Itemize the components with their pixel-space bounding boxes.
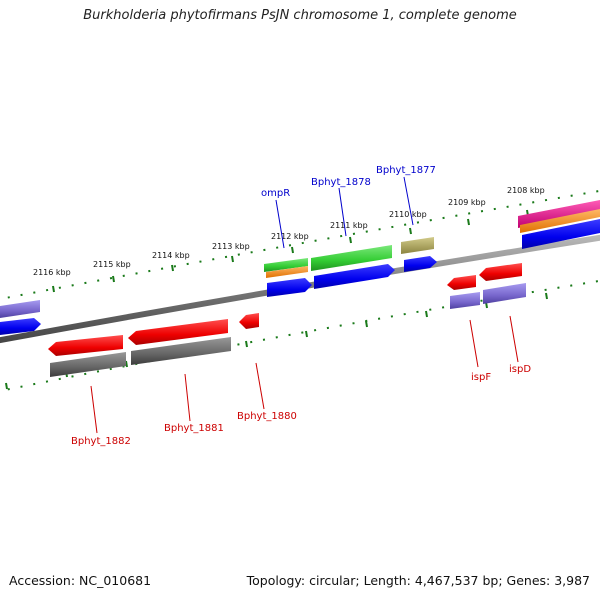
- map-title: Burkholderia phytofirmans PsJN chromosom…: [83, 8, 517, 23]
- feature-Bphyt_1881-cds[interactable]: [131, 337, 231, 365]
- feature-Bphyt_1878-cds[interactable]: [314, 264, 395, 289]
- feature-Bphyt_1880-gene[interactable]: [239, 313, 259, 329]
- tick-2115: [112, 275, 115, 283]
- label-Bphyt_1881[interactable]: Bphyt_1881: [164, 423, 224, 434]
- leader-Bphyt_1878: [338, 187, 347, 237]
- scale-label-2109: 2109 kbp: [448, 198, 486, 207]
- scale-label-2110: 2110 kbp: [389, 210, 427, 219]
- reverse-strand-features: [48, 263, 526, 377]
- scale-label-2114: 2114 kbp: [152, 251, 190, 260]
- feature-ompR-gene[interactable]: [264, 258, 308, 272]
- scale-label-2113: 2113 kbp: [212, 242, 250, 251]
- feature-magenta-right[interactable]: [518, 200, 600, 228]
- tick-2109: [467, 218, 470, 226]
- major-ticks: [52, 209, 529, 293]
- label-leaders: [90, 176, 519, 434]
- feature-orange-right[interactable]: [520, 209, 600, 233]
- scale-label-2108: 2108 kbp: [507, 186, 545, 195]
- leader-Bphyt_1881: [184, 373, 191, 422]
- tick-2112: [291, 246, 294, 254]
- scale-label-2116: 2116 kbp: [33, 268, 71, 277]
- feature-blue-right[interactable]: [522, 219, 600, 249]
- leader-Bphyt_1880: [255, 362, 265, 410]
- leader-Bphyt_1882: [90, 385, 98, 434]
- feature-Bphyt_1882-cds[interactable]: [50, 352, 126, 377]
- label-Bphyt_1882[interactable]: Bphyt_1882: [71, 436, 131, 447]
- label-ispD[interactable]: ispD: [509, 364, 531, 375]
- feature-Bphyt_1881-gene[interactable]: [128, 319, 228, 345]
- tick-2113: [231, 255, 234, 263]
- tick-2114: [171, 264, 174, 272]
- label-ispF[interactable]: ispF: [471, 372, 491, 383]
- tick-inner: [365, 320, 368, 328]
- accession-label: Accession: NC_010681: [9, 573, 152, 588]
- feature-Bphyt_1877-cds[interactable]: [404, 256, 437, 272]
- scale-track-outer: [0, 189, 600, 301]
- tick-inner: [125, 360, 128, 368]
- feature-blue-left[interactable]: [0, 318, 41, 335]
- leader-ispF: [469, 319, 479, 368]
- forward-strand-features: [0, 200, 600, 335]
- label-Bphyt_1877[interactable]: Bphyt_1877: [376, 165, 436, 176]
- genome-summary: Topology: circular; Length: 4,467,537 bp…: [246, 573, 590, 588]
- feature-ispD-cds[interactable]: [483, 283, 526, 304]
- tick-inner: [245, 340, 248, 348]
- scale-label-2115: 2115 kbp: [93, 260, 131, 269]
- scale-labels: 2116 kbp 2115 kbp 2114 kbp 2113 kbp 2112…: [33, 186, 545, 277]
- tick-2110: [409, 227, 412, 235]
- feature-ispF-gene[interactable]: [447, 275, 476, 290]
- feature-Bphyt_1882-gene[interactable]: [48, 335, 123, 356]
- tick-inner: [5, 382, 8, 390]
- feature-ompR-mrna[interactable]: [266, 266, 308, 278]
- feature-ispD-gene[interactable]: [479, 263, 522, 281]
- feature-ompR-cds[interactable]: [267, 278, 312, 297]
- feature-ispF-cds[interactable]: [450, 292, 480, 309]
- gene-labels: ompR Bphyt_1878 Bphyt_1877 Bphyt_1882 Bp…: [71, 165, 531, 447]
- tick-2111: [349, 236, 352, 244]
- feature-purple-left[interactable]: [0, 300, 40, 318]
- scale-label-2111: 2111 kbp: [330, 221, 368, 230]
- feature-Bphyt_1877-gene[interactable]: [401, 237, 434, 254]
- label-Bphyt_1880[interactable]: Bphyt_1880: [237, 411, 297, 422]
- feature-Bphyt_1878-gene[interactable]: [311, 245, 392, 271]
- tick-inner: [305, 330, 308, 338]
- tick-2116: [52, 285, 55, 293]
- label-Bphyt_1878[interactable]: Bphyt_1878: [311, 177, 371, 188]
- scale-label-2112: 2112 kbp: [271, 232, 309, 241]
- label-ompR[interactable]: ompR: [261, 188, 290, 199]
- leader-ompR: [275, 199, 285, 249]
- leader-Bphyt_1877: [403, 176, 414, 226]
- tick-inner: [425, 310, 428, 318]
- tick-inner: [545, 292, 548, 300]
- leader-ispD: [509, 315, 519, 363]
